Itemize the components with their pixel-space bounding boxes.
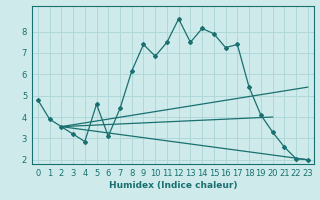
X-axis label: Humidex (Indice chaleur): Humidex (Indice chaleur) xyxy=(108,181,237,190)
